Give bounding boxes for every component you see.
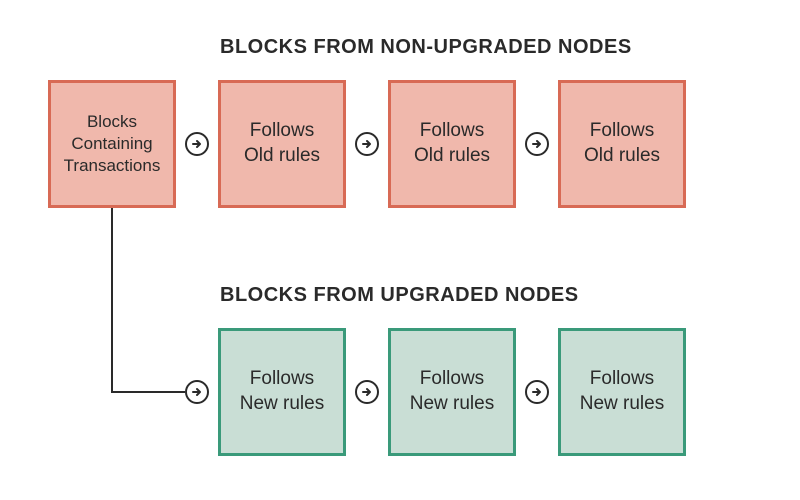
arrow-right-icon (355, 380, 379, 404)
block-old-2-line2: Old rules (414, 144, 490, 169)
block-new-2-line2: New rules (410, 392, 494, 417)
block-new-3-line2: New rules (580, 392, 664, 417)
block-old-3: Follows Old rules (558, 80, 686, 208)
block-new-3: Follows New rules (558, 328, 686, 456)
block-new-2: Follows New rules (388, 328, 516, 456)
connector-vertical (111, 208, 113, 392)
block-old-1-line2: Old rules (244, 144, 320, 169)
block-new-3-line1: Follows (580, 367, 664, 392)
arrow-right-icon (185, 132, 209, 156)
arrow-right-icon (355, 132, 379, 156)
block-old-2-line1: Follows (414, 119, 490, 144)
block-old-3-line1: Follows (584, 119, 660, 144)
block-old-1-line1: Follows (244, 119, 320, 144)
block-old-1: Follows Old rules (218, 80, 346, 208)
heading-upgraded: BLOCKS FROM UPGRADED NODES (220, 284, 579, 307)
block-origin-line1: Blocks (64, 111, 161, 133)
arrow-right-icon (525, 132, 549, 156)
block-new-2-line1: Follows (410, 367, 494, 392)
block-origin: Blocks Containing Transactions (48, 80, 176, 208)
arrow-right-icon (185, 380, 209, 404)
block-old-2: Follows Old rules (388, 80, 516, 208)
block-old-3-line2: Old rules (584, 144, 660, 169)
connector-horizontal (111, 391, 185, 393)
heading-non-upgraded: BLOCKS FROM NON-UPGRADED NODES (220, 36, 632, 59)
block-origin-line3: Transactions (64, 155, 161, 177)
block-origin-line2: Containing (64, 133, 161, 155)
arrow-right-icon (525, 380, 549, 404)
block-new-1: Follows New rules (218, 328, 346, 456)
block-new-1-line1: Follows (240, 367, 324, 392)
block-new-1-line2: New rules (240, 392, 324, 417)
